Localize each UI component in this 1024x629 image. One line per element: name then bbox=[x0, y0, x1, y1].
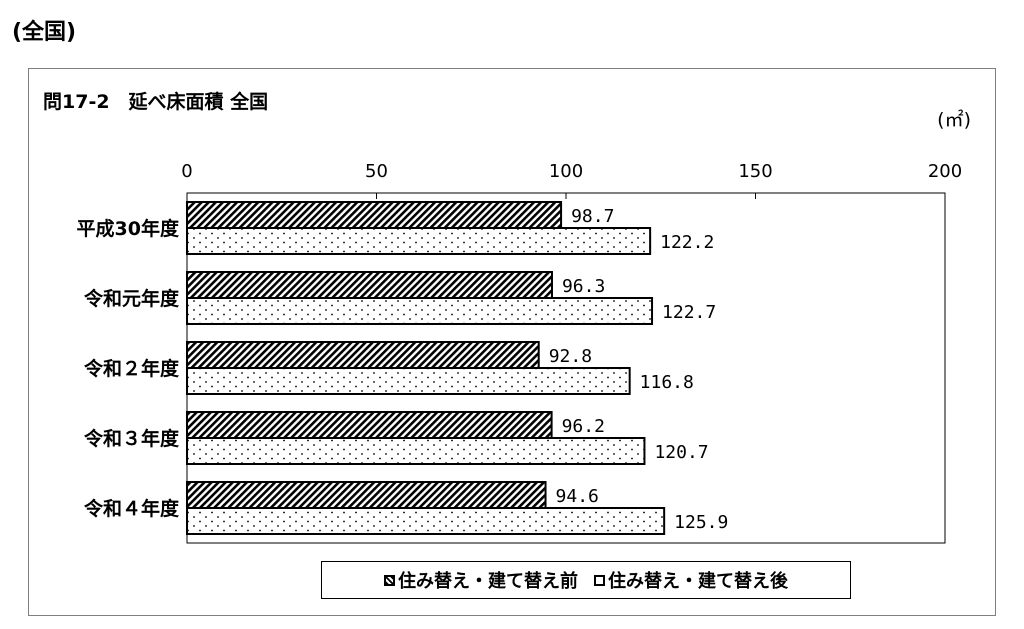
x-tick-label-1: 50 bbox=[365, 161, 388, 182]
bar-s0-c1 bbox=[186, 271, 553, 299]
legend-item-before: 住み替え・建て替え前 bbox=[384, 567, 578, 593]
x-tick-label-4: 200 bbox=[928, 161, 962, 182]
bar-chart: 0 50 100 150 200 平成30年度 98.7 122.2 令和元年度 96.3 122.… bbox=[77, 161, 962, 544]
legend-item-after: 住み替え・建て替え後 bbox=[594, 567, 788, 593]
value-label-s1-c4: 125.9 bbox=[674, 512, 728, 533]
bar-s1-c0 bbox=[186, 227, 652, 255]
value-label-s1-c3: 120.7 bbox=[654, 442, 708, 463]
bar-s0-c3 bbox=[186, 411, 553, 439]
category-label-2: 令和２年度 bbox=[84, 357, 180, 380]
chart-unit: (㎡) bbox=[937, 109, 971, 131]
chart-title: 問17-2 延べ床面積 全国 bbox=[43, 91, 269, 113]
bar-s0-c2 bbox=[186, 341, 540, 369]
value-label-s0-c0: 98.7 bbox=[571, 206, 614, 227]
category-label-4: 令和４年度 bbox=[84, 497, 180, 520]
category-label-1: 令和元年度 bbox=[84, 287, 180, 310]
bar-s0-c4 bbox=[186, 481, 547, 509]
value-label-s1-c0: 122.2 bbox=[660, 232, 714, 253]
legend-label-before: 住み替え・建て替え前 bbox=[398, 571, 578, 592]
value-label-s1-c2: 116.8 bbox=[640, 372, 694, 393]
bar-s1-c4 bbox=[186, 507, 666, 535]
chart-legend: 住み替え・建て替え前 住み替え・建て替え後 bbox=[321, 561, 851, 599]
value-label-s0-c2: 92.8 bbox=[549, 346, 592, 367]
legend-label-after: 住み替え・建て替え後 bbox=[608, 571, 788, 592]
x-tick-label-0: 0 bbox=[181, 161, 192, 182]
x-tick-label-2: 100 bbox=[549, 161, 583, 182]
bar-s1-c3 bbox=[186, 437, 646, 465]
x-tick-label-3: 150 bbox=[738, 161, 772, 182]
value-label-s0-c1: 96.3 bbox=[562, 276, 605, 297]
legend-swatch-hatched bbox=[384, 574, 395, 586]
value-label-s1-c1: 122.7 bbox=[662, 302, 716, 323]
value-label-s0-c4: 94.6 bbox=[556, 486, 599, 507]
chart-frame: 問17-2 延べ床面積 全国 (㎡) 0 50 100 150 200 平成30年度 98.… bbox=[28, 68, 996, 616]
bar-s1-c1 bbox=[186, 297, 654, 325]
bar-s1-c2 bbox=[186, 367, 631, 395]
legend-swatch-dotted bbox=[594, 574, 605, 586]
bar-s0-c0 bbox=[186, 201, 563, 229]
category-label-3: 令和３年度 bbox=[84, 427, 180, 450]
page-heading: (全国) bbox=[12, 20, 77, 45]
value-label-s0-c3: 96.2 bbox=[562, 416, 605, 437]
category-label-0: 平成30年度 bbox=[77, 217, 180, 240]
